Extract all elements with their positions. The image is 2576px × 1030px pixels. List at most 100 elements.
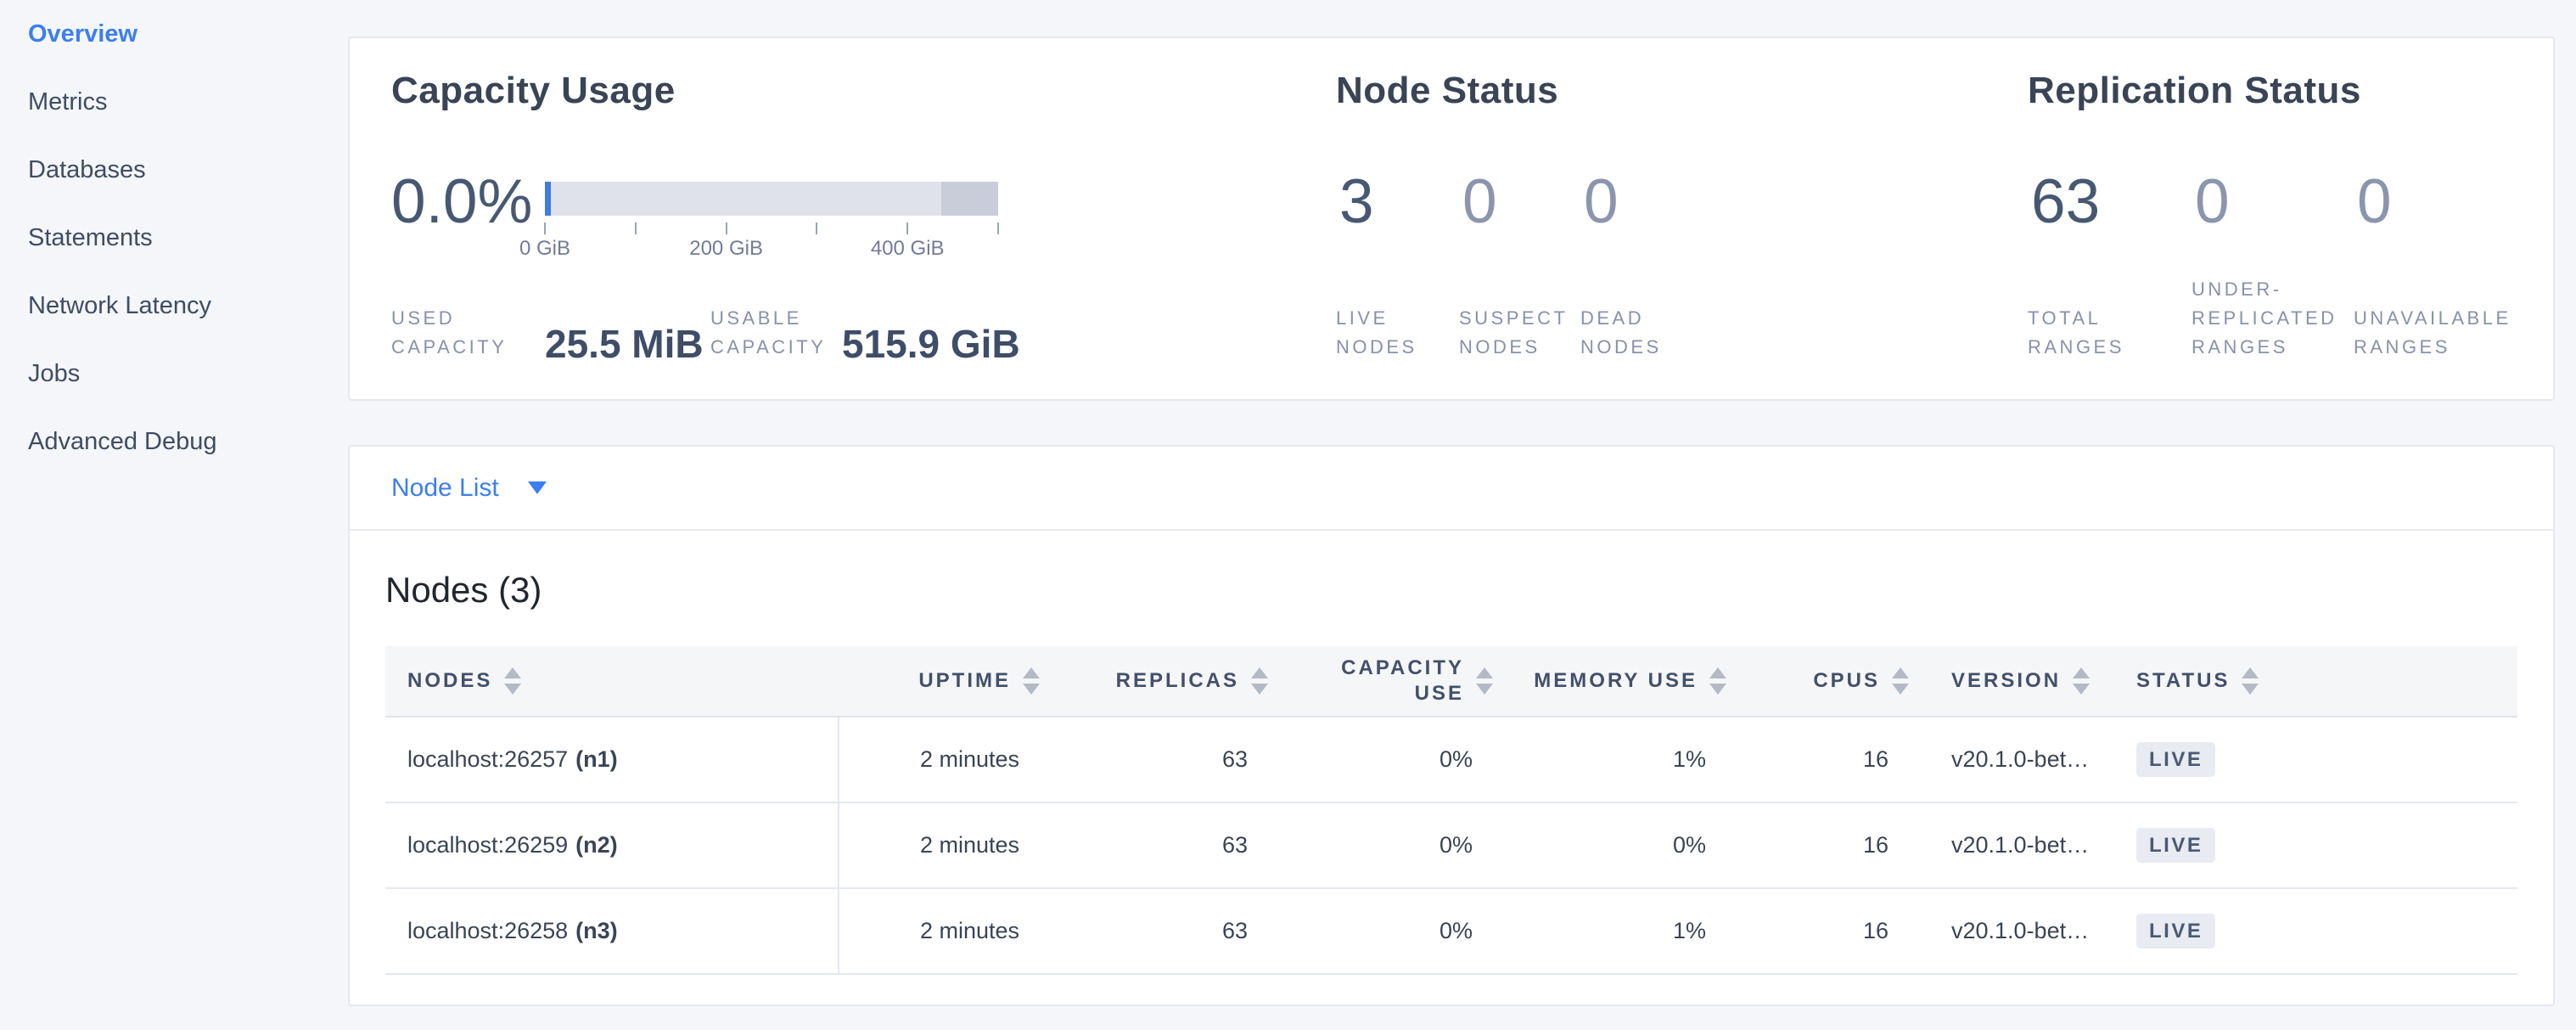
column-label: CPUS <box>1813 669 1880 692</box>
axis-tick <box>906 222 909 234</box>
total-ranges-count: 63 <box>2031 167 2101 236</box>
sidebar-item-metrics[interactable]: Metrics <box>28 88 108 115</box>
status-cell: LIVE <box>2107 718 2517 802</box>
axis-label: 0 GiB <box>519 237 571 260</box>
sort-icon <box>1892 667 1909 695</box>
unavailable-ranges-label: UNAVAILABLE RANGES <box>2354 307 2511 357</box>
node-address: localhost:26259 <box>407 832 569 858</box>
sidebar-item-overview[interactable]: Overview <box>28 20 137 48</box>
node-id: (n2) <box>575 832 618 858</box>
table-row: localhost:26259 (n2) 2 minutes 63 0% 0% … <box>385 803 2517 889</box>
axis-tick <box>725 222 727 234</box>
column-label: STATUS <box>2136 669 2231 692</box>
sort-icon <box>1476 667 1493 695</box>
capacity-use-cell: 0% <box>1439 918 1473 943</box>
axis-label: 200 GiB <box>689 237 763 260</box>
capacity-usage-section: Capacity Usage 0.0% 0 GiB <box>391 70 1336 399</box>
capacity-used-percent: 0.0% <box>391 167 533 236</box>
table-row: localhost:26257 (n1) 2 minutes 63 0% 1% … <box>385 718 2517 803</box>
node-address: localhost:26257 <box>407 746 569 772</box>
node-list-view-label: Node List <box>391 473 499 502</box>
node-address: localhost:26258 <box>407 918 569 943</box>
nodes-heading: Nodes (3) <box>385 570 542 610</box>
status-badge: LIVE <box>2136 914 2216 948</box>
usable-capacity-label: USABLE CAPACITY <box>710 307 827 357</box>
node-address-cell[interactable]: localhost:26258 (n3) <box>385 889 839 973</box>
column-header-capacity-use[interactable]: CAPACITY USE <box>1277 656 1501 706</box>
table-row: localhost:26258 (n3) 2 minutes 63 0% 1% … <box>385 889 2517 975</box>
sidebar: Overview Metrics Databases Statements Ne… <box>0 0 348 476</box>
capacity-use-cell: 0% <box>1439 746 1473 772</box>
cluster-summary-card: Capacity Usage 0.0% 0 GiB <box>348 37 2555 401</box>
total-ranges-label: TOTAL RANGES <box>2028 307 2124 357</box>
sort-icon <box>1023 667 1040 695</box>
nodes-table: NODES UPTIME REPLICAS CAPACITY USE <box>385 646 2517 975</box>
dead-nodes-label: DEAD NODES <box>1580 307 1662 357</box>
capacity-usage-title: Capacity Usage <box>391 70 676 111</box>
status-badge: LIVE <box>2136 742 2216 777</box>
node-status-section: Node Status 3 0 0 LIVE NODES SUSPECT NOD… <box>1336 70 2028 399</box>
node-list-card: Node List Nodes (3) NODES UPTIME <box>348 445 2555 1006</box>
capacity-bar <box>545 182 998 216</box>
column-header-version[interactable]: VERSION <box>1917 667 2107 695</box>
capacity-bar-other-segment <box>941 182 998 216</box>
sort-icon <box>504 667 522 695</box>
used-capacity-value: 25.5 MiB <box>545 322 704 366</box>
capacity-use-cell: 0% <box>1439 832 1473 858</box>
replicas-cell: 63 <box>1221 832 1248 858</box>
sidebar-item-advanced-debug[interactable]: Advanced Debug <box>28 428 217 455</box>
node-status-title: Node Status <box>1336 70 1559 111</box>
sort-icon <box>2242 667 2259 695</box>
column-label: UPTIME <box>918 669 1011 692</box>
replicas-cell: 63 <box>1221 746 1248 772</box>
column-label: VERSION <box>1951 669 2062 692</box>
node-address-cell[interactable]: localhost:26257 (n1) <box>385 718 839 802</box>
sidebar-item-jobs[interactable]: Jobs <box>28 360 81 387</box>
status-cell: LIVE <box>2107 803 2517 887</box>
sidebar-item-network-latency[interactable]: Network Latency <box>28 292 211 319</box>
node-list-body: Nodes (3) NODES UPTIME REPLICAS <box>350 570 2553 975</box>
column-header-cpus[interactable]: CPUS <box>1735 667 1917 695</box>
axis-tick <box>997 222 999 234</box>
memory-use-cell: 0% <box>1672 832 1706 858</box>
memory-use-cell: 1% <box>1672 918 1706 943</box>
column-header-status[interactable]: STATUS <box>2107 667 2517 695</box>
uptime-cell: 2 minutes <box>919 832 1019 858</box>
main-content: Capacity Usage 0.0% 0 GiB <box>348 0 2555 1006</box>
sort-icon <box>1709 667 1726 695</box>
column-header-nodes[interactable]: NODES <box>385 667 839 695</box>
capacity-bar-chart: 0 GiB 200 GiB 400 GiB <box>519 170 999 260</box>
column-label: CAPACITY USE <box>1341 656 1464 705</box>
axis-tick <box>634 222 637 234</box>
status-badge: LIVE <box>2136 828 2216 863</box>
replicas-cell: 63 <box>1221 918 1248 943</box>
suspect-nodes-label: SUSPECT NODES <box>1459 307 1569 357</box>
cpus-cell: 16 <box>1862 918 1889 943</box>
chevron-down-icon <box>527 481 547 494</box>
column-header-memory-use[interactable]: MEMORY USE <box>1501 667 1735 695</box>
node-address-cell[interactable]: localhost:26259 (n2) <box>385 803 839 887</box>
sort-icon <box>2073 667 2091 695</box>
uptime-cell: 2 minutes <box>919 746 1019 772</box>
sidebar-item-databases[interactable]: Databases <box>28 156 146 183</box>
column-label: REPLICAS <box>1115 669 1239 692</box>
capacity-bar-used-segment <box>545 182 551 216</box>
node-id: (n3) <box>575 918 618 943</box>
node-id: (n1) <box>575 746 618 772</box>
axis-tick <box>816 222 818 234</box>
under-replicated-ranges-label: UNDER- REPLICATED RANGES <box>2192 279 2337 357</box>
node-list-view-dropdown[interactable]: Node List <box>391 474 547 503</box>
unavailable-ranges-count: 0 <box>2357 167 2392 236</box>
nodes-table-header: NODES UPTIME REPLICAS CAPACITY USE <box>385 646 2517 718</box>
column-label: NODES <box>407 669 493 692</box>
column-header-replicas[interactable]: REPLICAS <box>1048 667 1277 695</box>
suspect-nodes-count: 0 <box>1462 167 1497 236</box>
cpus-cell: 16 <box>1862 832 1889 858</box>
version-cell: v20.1.0-bet… <box>1951 918 2090 943</box>
replication-status-title: Replication Status <box>2028 70 2361 111</box>
status-cell: LIVE <box>2107 889 2517 973</box>
sidebar-item-statements[interactable]: Statements <box>28 224 153 251</box>
live-nodes-label: LIVE NODES <box>1336 307 1417 357</box>
node-list-header: Node List <box>350 447 2553 531</box>
column-header-uptime[interactable]: UPTIME <box>839 667 1048 695</box>
